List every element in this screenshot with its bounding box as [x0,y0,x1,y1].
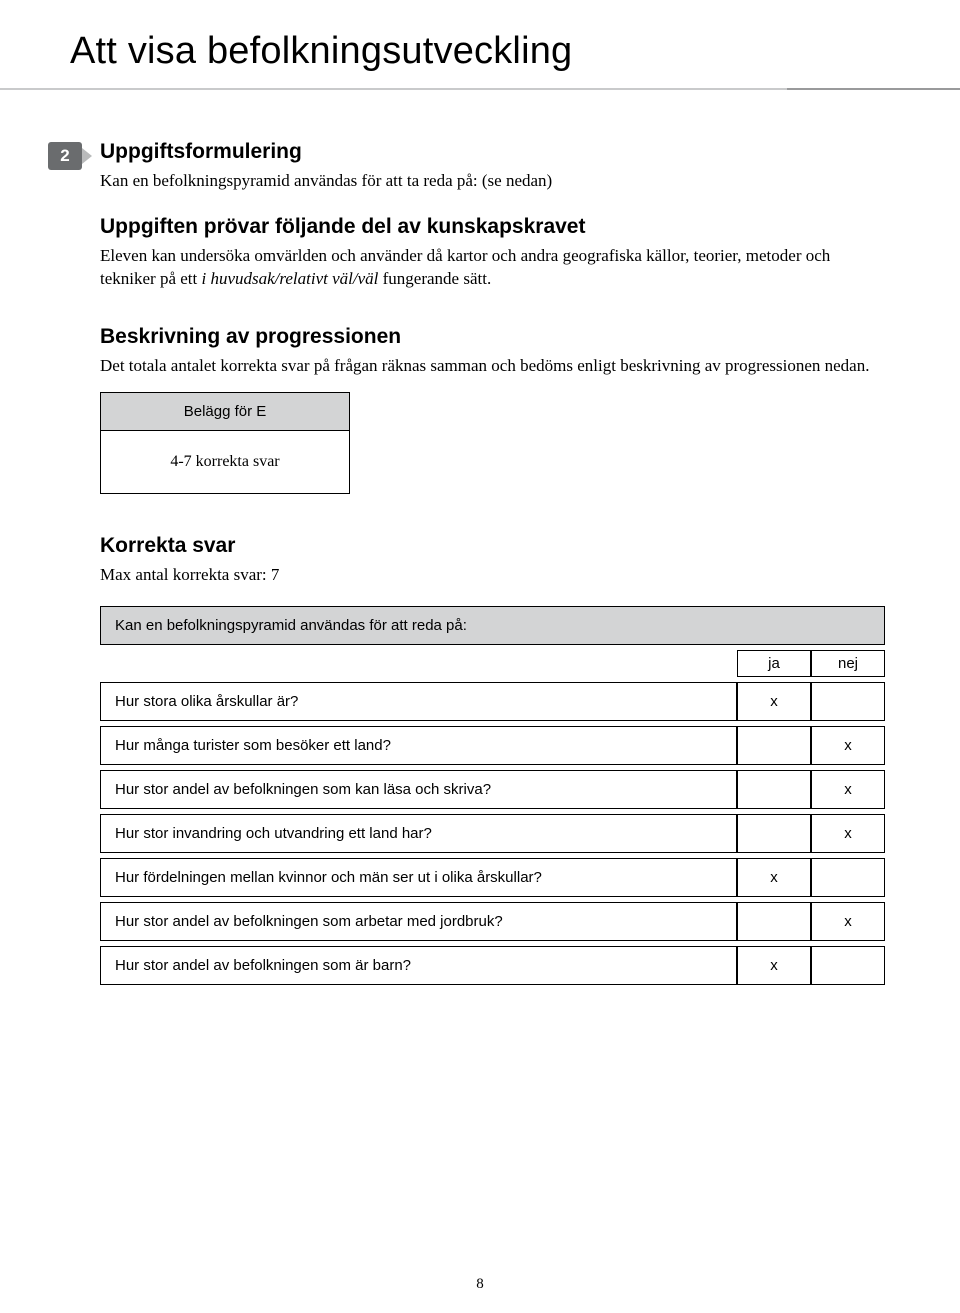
heading-uppgiftsformulering: Uppgiftsformulering [100,140,885,164]
text-italic: i huvudsak/relativt väl/väl [202,269,379,288]
heading-progression: Beskrivning av progressionen [100,325,885,349]
table-question-cell: Hur stor andel av befolkningen som är ba… [100,946,737,985]
table-nej-cell: x [811,902,885,941]
table-header-row: ja nej [100,650,885,677]
progression-box-head: Belägg för E [101,393,349,431]
text-max-antal: Max antal korrekta svar: 7 [100,564,885,587]
table-row: Hur stora olika årskullar är?x [100,682,885,721]
table-nej-cell [811,682,885,721]
table-row: Hur stor andel av befolkningen som arbet… [100,902,885,941]
page-number: 8 [0,1276,960,1293]
title-underline [0,88,960,90]
table-question-cell: Hur fördelningen mellan kvinnor och män … [100,858,737,897]
table-question-cell: Hur stor andel av befolkningen som arbet… [100,902,737,941]
table-ja-cell [737,770,811,809]
table-nej-cell: x [811,814,885,853]
table-title-cell: Kan en befolkningspyramid användas för a… [100,606,885,645]
progression-box: Belägg för E 4-7 korrekta svar [100,392,350,494]
section-badge: 2 [48,142,82,170]
table-row: Hur stor andel av befolkningen som är ba… [100,946,885,985]
table-title-row: Kan en befolkningspyramid användas för a… [100,606,885,645]
table-nej-cell [811,946,885,985]
text-post: fungerande sätt. [378,269,491,288]
table-header-nej: nej [811,650,885,677]
table-ja-cell [737,814,811,853]
text-kunskapskravet: Eleven kan undersöka omvärlden och använ… [100,245,885,291]
table-nej-cell: x [811,770,885,809]
table-header-ja: ja [737,650,811,677]
table-header-empty [100,650,737,677]
table-ja-cell: x [737,682,811,721]
table-question-cell: Hur många turister som besöker ett land? [100,726,737,765]
table-row: Hur många turister som besöker ett land?… [100,726,885,765]
table-question-cell: Hur stor andel av befolkningen som kan l… [100,770,737,809]
table-row: Hur stor invandring och utvandring ett l… [100,814,885,853]
table-ja-cell [737,902,811,941]
table-row: Hur fördelningen mellan kvinnor och män … [100,858,885,897]
table-row: Hur stor andel av befolkningen som kan l… [100,770,885,809]
text-uppgiftsformulering: Kan en befolkningspyramid användas för a… [100,170,885,193]
progression-box-body: 4-7 korrekta svar [101,431,349,493]
heading-korrekta-svar: Korrekta svar [100,534,885,558]
table-ja-cell: x [737,858,811,897]
table-nej-cell [811,858,885,897]
text-progression: Det totala antalet korrekta svar på fråg… [100,355,885,378]
table-question-cell: Hur stor invandring och utvandring ett l… [100,814,737,853]
heading-kunskapskravet: Uppgiften prövar följande del av kunskap… [100,215,885,239]
table-ja-cell: x [737,946,811,985]
answers-table: Kan en befolkningspyramid användas för a… [100,601,885,990]
table-question-cell: Hur stora olika årskullar är? [100,682,737,721]
table-nej-cell: x [811,726,885,765]
page-title: Att visa befolkningsutveckling [0,0,960,88]
table-ja-cell [737,726,811,765]
